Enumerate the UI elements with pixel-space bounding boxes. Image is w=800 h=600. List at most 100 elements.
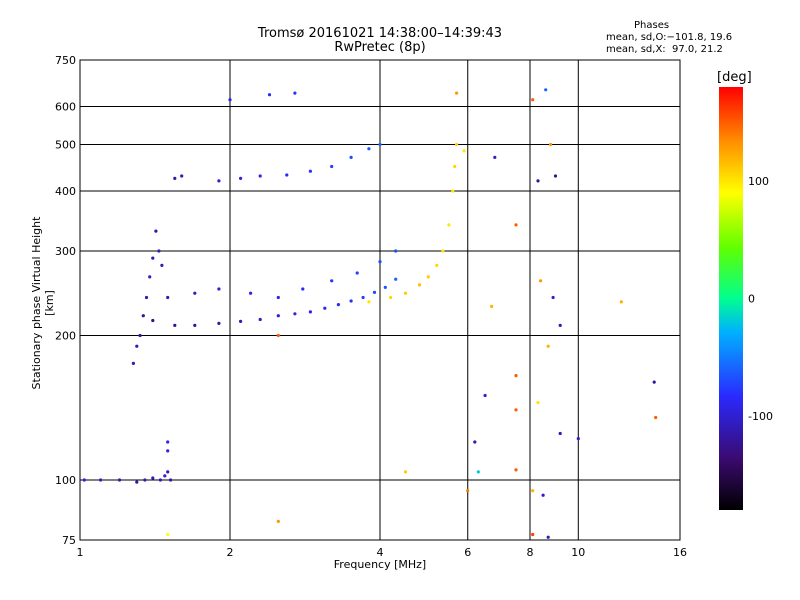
data-point — [141, 314, 145, 318]
data-point — [143, 478, 147, 482]
data-point — [447, 223, 451, 227]
data-point — [276, 519, 280, 524]
data-point — [403, 291, 408, 295]
data-point — [383, 285, 387, 289]
data-point — [135, 344, 139, 348]
data-point — [166, 295, 170, 300]
data-point — [546, 535, 550, 539]
data-point — [293, 312, 297, 316]
phase-stats-heading: Phases — [634, 20, 670, 31]
data-point — [473, 440, 477, 444]
phase-stats-x-mode: mean, sd,X: 97.0, 21.2 — [606, 44, 723, 55]
data-point — [276, 333, 280, 338]
phase-stats: Phases mean, sd,O:−101.8, 19.6 mean, sd,… — [606, 20, 786, 56]
data-point — [367, 300, 371, 304]
data-point — [217, 287, 221, 291]
data-point — [154, 229, 158, 233]
data-point — [455, 142, 459, 147]
data-point — [158, 478, 162, 482]
data-point — [217, 179, 221, 183]
data-point — [514, 408, 518, 412]
data-point — [276, 295, 280, 300]
data-point — [536, 179, 540, 183]
data-point — [323, 306, 327, 310]
data-point — [151, 256, 155, 260]
data-point — [131, 361, 135, 365]
data-point — [394, 277, 398, 281]
data-point — [483, 393, 487, 398]
x-axis-label: Frequency [MHz] — [333, 558, 427, 571]
data-point — [163, 474, 167, 478]
data-point — [531, 532, 535, 537]
data-point — [193, 291, 197, 295]
data-point — [336, 303, 340, 307]
colorbar-unit-label: [deg] — [717, 70, 752, 85]
data-point — [330, 279, 334, 283]
data-point — [544, 88, 548, 92]
data-point — [417, 283, 422, 287]
data-point — [160, 263, 164, 267]
x-tick-label: 6 — [464, 546, 471, 559]
data-point — [490, 304, 494, 308]
data-point — [99, 478, 103, 482]
y-tick-label: 200 — [55, 330, 76, 343]
data-point — [536, 401, 540, 405]
data-point — [117, 478, 122, 482]
chart-subtitle: RwPretec (8p) — [334, 40, 426, 55]
data-point — [135, 480, 139, 484]
data-point — [558, 323, 562, 327]
data-point — [308, 169, 312, 173]
data-point — [138, 333, 142, 338]
data-point — [541, 493, 545, 497]
colorbar-tick-label: 100 — [748, 175, 769, 188]
data-point — [228, 98, 232, 102]
data-point — [466, 489, 470, 493]
data-point — [546, 344, 550, 348]
y-tick-label: 400 — [55, 185, 76, 198]
data-point — [276, 314, 280, 318]
plot-frame — [79, 59, 681, 541]
data-point — [394, 249, 398, 253]
data-point — [539, 279, 543, 283]
data-point — [403, 470, 408, 474]
data-point — [361, 295, 365, 300]
data-point — [169, 478, 173, 482]
data-point — [372, 290, 377, 294]
x-tick-label: 10 — [571, 546, 585, 559]
data-point — [157, 249, 161, 253]
data-point — [389, 295, 393, 300]
x-tick-label: 2 — [227, 546, 234, 559]
data-point — [330, 164, 334, 169]
data-point — [166, 532, 170, 537]
chart-title: Tromsø 20161021 14:38:00–14:39:43 — [257, 26, 503, 41]
data-point — [378, 260, 382, 264]
data-point — [349, 155, 353, 159]
data-point — [166, 449, 170, 453]
colorbar-tick-label: -100 — [748, 410, 773, 423]
y-tick-label: 600 — [55, 101, 76, 114]
data-point — [514, 468, 518, 472]
y-axis-label: Stationary phase Virtual Height [km] — [30, 216, 56, 390]
data-point — [144, 295, 149, 300]
data-point — [217, 321, 221, 325]
data-point — [426, 275, 430, 279]
data-point — [267, 93, 272, 97]
data-point — [619, 300, 623, 304]
x-tick-label: 16 — [673, 546, 687, 559]
x-tick-label: 1 — [77, 546, 84, 559]
colorbar-tick-label: 0 — [748, 293, 755, 306]
data-points — [82, 88, 658, 539]
data-point — [239, 319, 243, 323]
data-point — [355, 271, 359, 275]
data-point — [239, 176, 243, 180]
data-point — [173, 323, 177, 327]
axis-ticks: 1 2 4 6 8 10 16 75 100 200 300 400 500 600 750 — [55, 54, 687, 559]
colorbar — [719, 87, 743, 510]
data-point — [652, 380, 656, 384]
data-point — [514, 223, 518, 227]
data-point — [285, 173, 289, 177]
data-point — [173, 176, 177, 180]
data-point — [462, 149, 466, 153]
data-point — [476, 470, 480, 474]
